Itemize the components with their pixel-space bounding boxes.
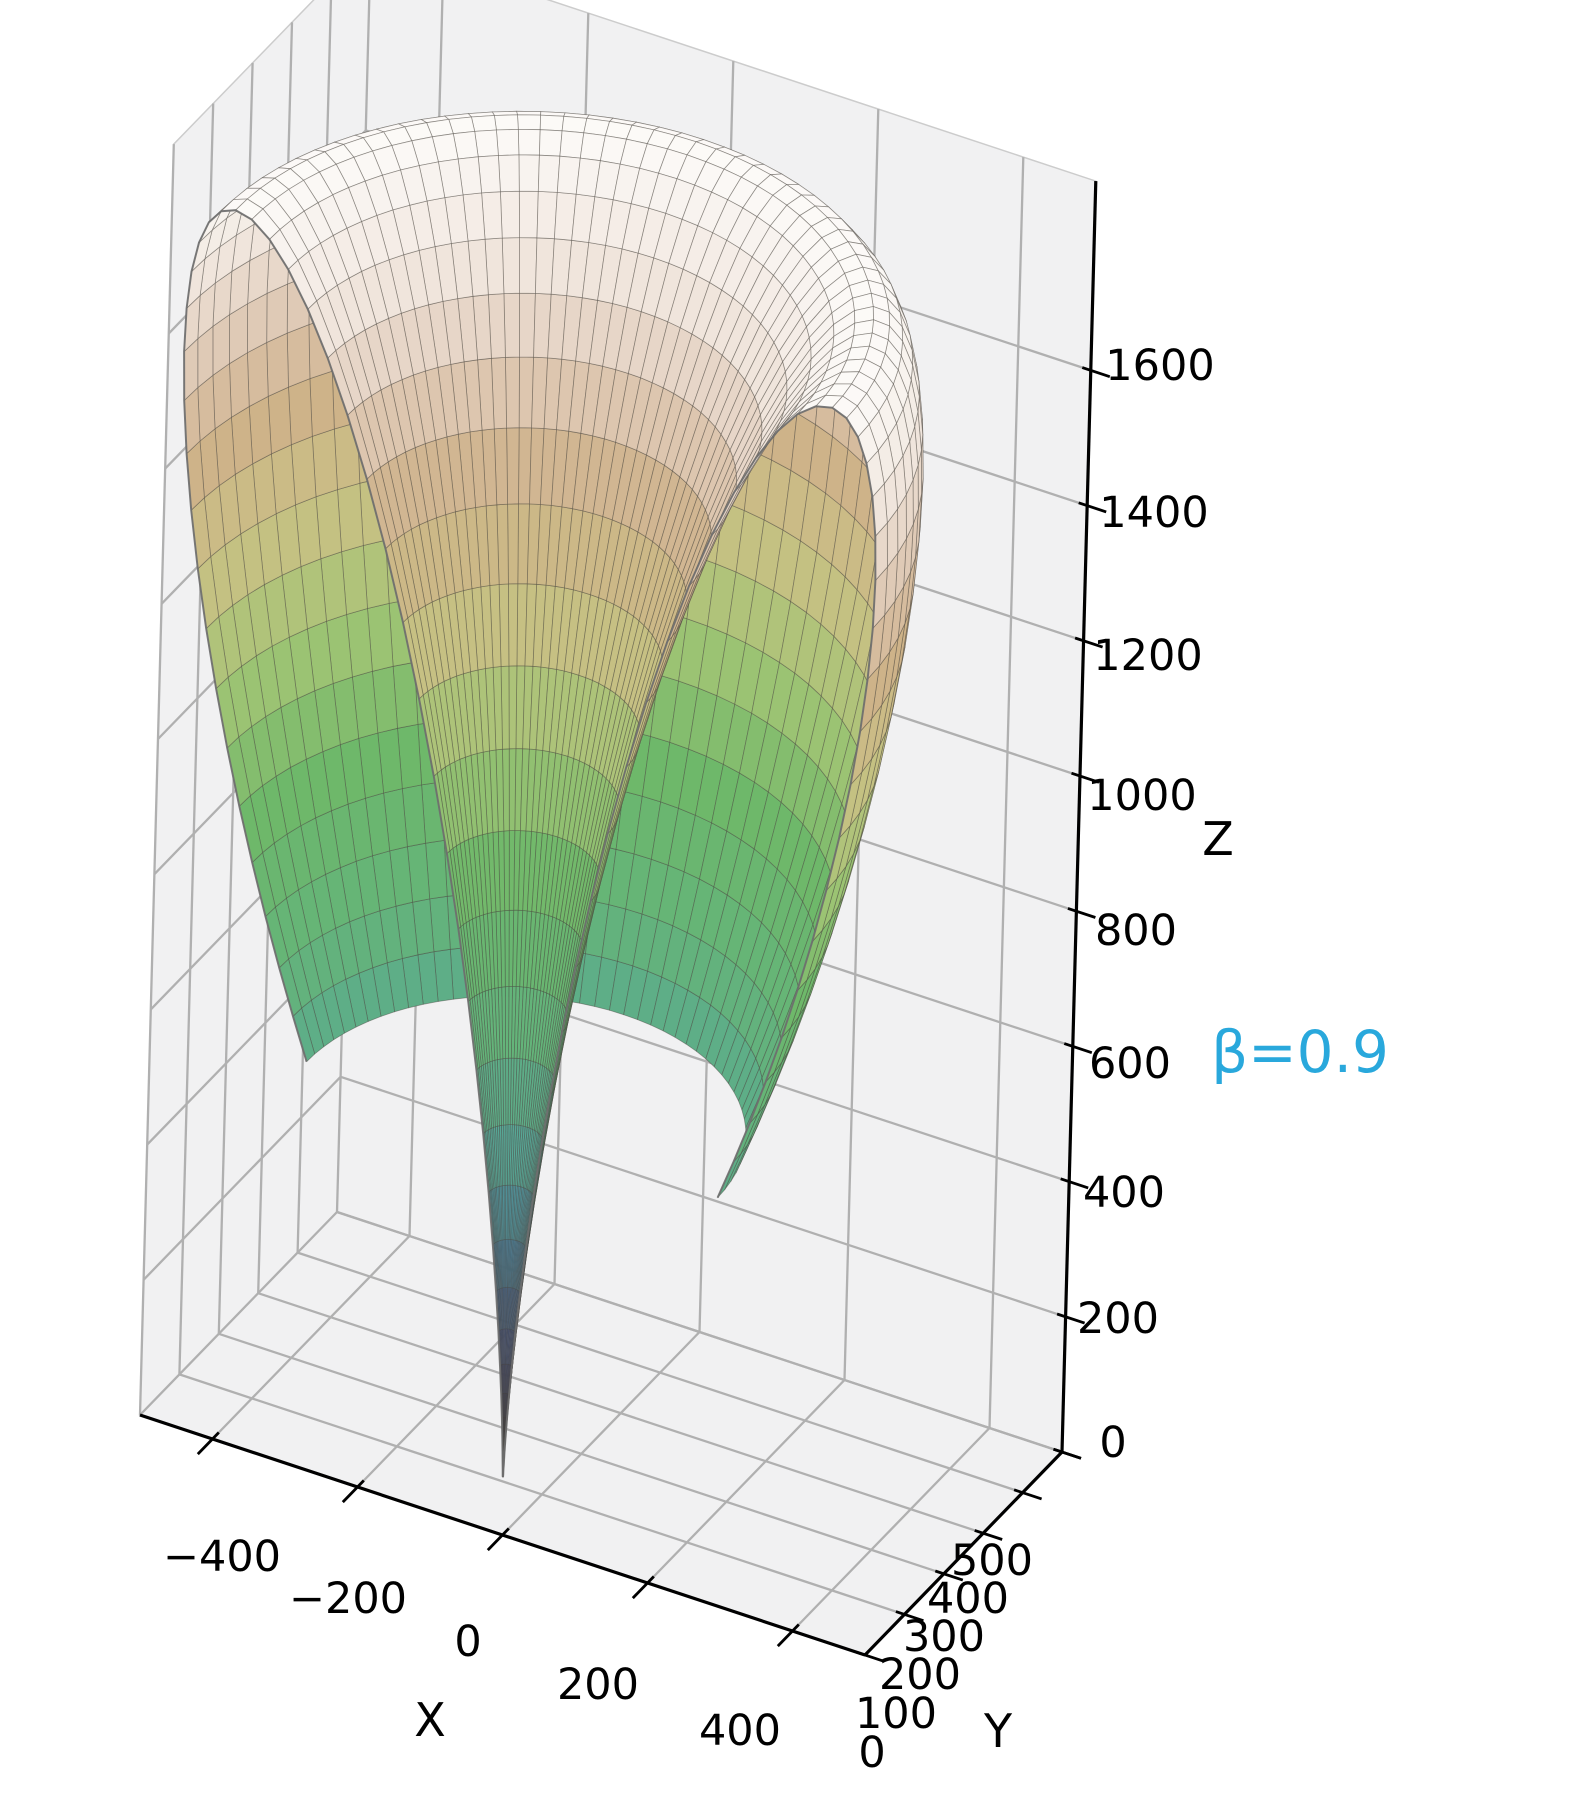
surface-mesh: [183, 110, 924, 1478]
z-tick-label: 1000: [1087, 771, 1196, 821]
x-tick-label: −200: [289, 1574, 407, 1624]
surface-cut-edges: [183, 209, 877, 1477]
z-tick-label: 400: [1083, 1168, 1165, 1218]
y-tick-label: 300: [903, 1612, 985, 1662]
y-axis-title: Y: [983, 1704, 1013, 1758]
z-tick-label: 1400: [1099, 488, 1208, 538]
y-tick-label: 100: [855, 1689, 937, 1739]
x-tick-label: 200: [557, 1660, 639, 1710]
axis-ticks: [196, 366, 1111, 1663]
y-tick-label: 400: [927, 1574, 1009, 1624]
y-tick-label: 500: [951, 1536, 1033, 1586]
z-tick-label: 200: [1077, 1294, 1159, 1344]
y-tick-label: 0: [858, 1728, 885, 1778]
z-tick-label: 800: [1095, 906, 1177, 956]
z-tick-label: 1200: [1093, 631, 1202, 681]
x-tick-label: 0: [454, 1617, 481, 1667]
y-tick-label: 200: [879, 1650, 961, 1700]
beta-annotation: β=0.9: [1211, 1018, 1389, 1086]
z-tick-label: 1600: [1105, 341, 1214, 391]
z-tick-label: 600: [1089, 1039, 1171, 1089]
z-axis-title: Z: [1202, 812, 1234, 866]
x-tick-label: −400: [163, 1532, 281, 1582]
z-tick-label: 0: [1099, 1418, 1126, 1468]
x-axis-title: X: [414, 1693, 446, 1747]
x-tick-label: 400: [699, 1706, 781, 1756]
